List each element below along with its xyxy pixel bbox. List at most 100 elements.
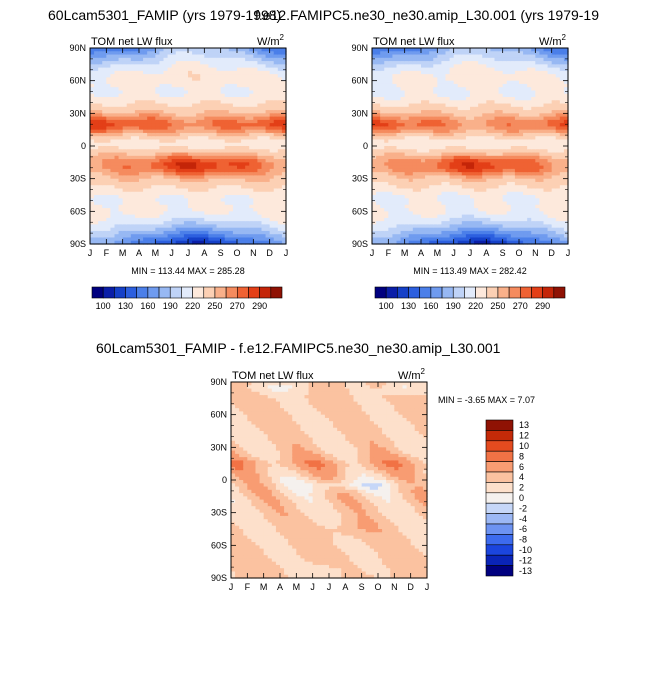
x-tick-label: D (266, 248, 273, 258)
x-tick-label: M (401, 248, 409, 258)
colorbar-label: -13 (519, 566, 532, 576)
colorbar-swatch (181, 286, 193, 299)
units-superscript: 2 (562, 33, 567, 42)
min-max-stats: MIN = 113.44 MAX = 285.28 (131, 266, 244, 276)
x-tick-label: J (370, 248, 375, 258)
colorbar-swatch (485, 544, 514, 556)
y-tick-label: 30S (70, 174, 86, 184)
x-tick-label: O (374, 582, 381, 592)
colorbar-swatch (441, 286, 454, 299)
x-tick-label: F (245, 582, 251, 592)
colorbar-label: 130 (401, 301, 416, 311)
x-tick-label: N (250, 248, 257, 258)
x-tick-label: O (233, 248, 240, 258)
colorbar-swatch (485, 565, 514, 577)
y-tick-label: 0 (81, 141, 86, 151)
colorbar-label: 290 (535, 301, 550, 311)
colorbar-swatch (464, 286, 476, 299)
colorbar-swatch (485, 461, 514, 473)
colorbar-label: 250 (207, 301, 222, 311)
colorbar-swatch (486, 286, 499, 299)
min-max-stats: MIN = 113.49 MAX = 282.42 (413, 266, 526, 276)
colorbar-label: 100 (96, 301, 111, 311)
y-tick-label: 90N (69, 43, 86, 53)
x-tick-label: M (119, 248, 127, 258)
colorbar-swatch (485, 492, 514, 504)
colorbar-swatch (192, 286, 205, 299)
colorbar-label: 2 (519, 483, 524, 493)
colorbar-swatch (91, 286, 104, 299)
x-tick-label: A (342, 582, 348, 592)
colorbar-label: 10 (519, 441, 529, 451)
colorbar-label: 250 (490, 301, 505, 311)
colorbar-label: 270 (513, 301, 528, 311)
colorbar-label: 13 (519, 420, 529, 430)
x-tick-label: A (136, 248, 142, 258)
colorbar-swatch (485, 450, 514, 462)
colorbar-swatch (408, 286, 421, 299)
colorbar-swatch (419, 286, 432, 299)
x-tick-label: M (293, 582, 301, 592)
x-tick-label: M (152, 248, 160, 258)
colorbar-swatch (214, 286, 227, 299)
colorbar-swatch (248, 286, 260, 299)
colorbar-label: 0 (519, 493, 524, 503)
units-superscript: 2 (280, 33, 285, 42)
colorbar-swatch (485, 430, 514, 442)
colorbar-swatch (259, 286, 272, 299)
diff-panel-title: 60Lcam5301_FAMIP - f.e12.FAMIPC5.ne30_ne… (96, 340, 501, 356)
colorbar-swatch (114, 286, 126, 299)
colorbar-label: 160 (423, 301, 438, 311)
y-tick-label: 90N (210, 377, 227, 387)
plot-variable-label: TOM net LW flux (232, 370, 314, 382)
x-tick-label: S (218, 248, 224, 258)
right-panel-title: f.e12.FAMIPC5.ne30_ne30.amip_L30.001 (yr… (255, 7, 599, 23)
right-field (372, 48, 569, 245)
x-tick-label: F (104, 248, 110, 258)
colorbar-swatch (508, 286, 521, 299)
colorbar-swatch (485, 523, 514, 535)
plot-variable-label: TOM net LW flux (91, 36, 173, 48)
y-tick-label: 60S (211, 540, 227, 550)
plot-units-label: W/m2 (257, 33, 285, 48)
colorbar-swatch (485, 471, 514, 483)
y-tick-label: 90S (211, 573, 227, 583)
y-tick-label: 30S (211, 508, 227, 518)
colorbar-swatch (475, 286, 488, 299)
y-tick-label: 60S (352, 206, 368, 216)
colorbar-swatch (485, 554, 514, 566)
left-field (90, 48, 287, 245)
colorbar-swatch (485, 502, 514, 514)
colorbar-label: 130 (118, 301, 133, 311)
colorbar-label: 220 (185, 301, 200, 311)
colorbar-swatch (485, 419, 514, 431)
x-tick-label: J (169, 248, 174, 258)
y-tick-label: 30S (352, 174, 368, 184)
colorbar-swatch (158, 286, 171, 299)
x-tick-label: J (88, 248, 93, 258)
x-tick-label: D (407, 582, 414, 592)
units-superscript: 2 (421, 367, 426, 376)
colorbar-swatch (203, 286, 216, 299)
x-tick-label: A (277, 582, 283, 592)
colorbar-label: -12 (519, 555, 532, 565)
x-tick-label: N (391, 582, 398, 592)
colorbar-swatch (236, 286, 249, 299)
colorbar-swatch (485, 482, 514, 494)
colorbar-swatch (102, 286, 115, 299)
x-tick-label: F (386, 248, 392, 258)
x-tick-label: J (186, 248, 191, 258)
colorbar-label: 270 (230, 301, 245, 311)
y-tick-label: 30N (351, 108, 368, 118)
colorbar-swatch (270, 286, 283, 299)
y-tick-label: 30N (210, 442, 227, 452)
plot-units-label: W/m2 (539, 33, 567, 48)
x-tick-label: A (483, 248, 489, 258)
colorbar-label: 190 (446, 301, 461, 311)
x-tick-label: S (359, 582, 365, 592)
colorbar-label: 8 (519, 451, 524, 461)
colorbar-swatch (374, 286, 387, 299)
x-tick-label: N (532, 248, 539, 258)
